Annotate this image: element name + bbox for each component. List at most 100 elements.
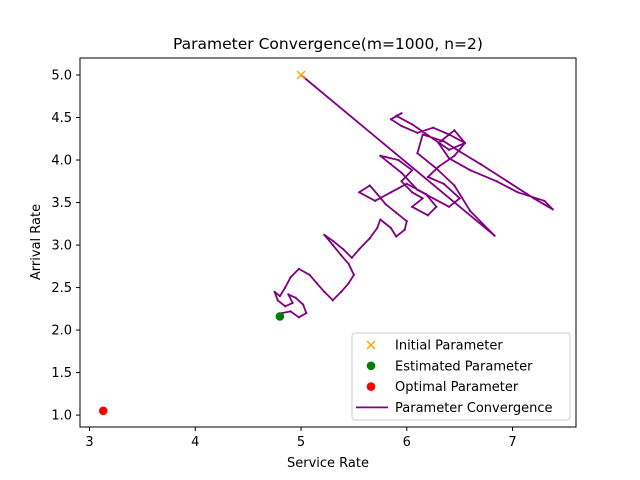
convergence-point	[276, 299, 279, 302]
legend-box	[351, 332, 571, 421]
convergence-point	[442, 140, 445, 143]
convergence-point	[389, 118, 393, 121]
convergence-point	[416, 188, 419, 191]
convergence-point	[506, 180, 509, 183]
convergence-point	[347, 282, 350, 285]
convergence-point	[432, 126, 435, 129]
convergence-point	[421, 133, 424, 136]
convergence-point	[358, 191, 361, 194]
convergence-point	[284, 305, 287, 308]
convergence-point	[284, 286, 287, 289]
convergence-point	[416, 131, 419, 134]
convergence-point	[437, 141, 440, 145]
convergence-point	[308, 273, 311, 276]
convergence-point	[297, 267, 301, 270]
convergence-point	[469, 209, 472, 213]
convergence-point	[435, 167, 438, 170]
legend-initial-parameter-label: Initial Parameter	[395, 339, 503, 354]
convergence-point	[389, 163, 393, 166]
y-tick-label: 4.5	[51, 111, 72, 126]
convergence-point	[405, 182, 408, 185]
convergence-point	[331, 299, 334, 302]
chart-title: Parameter Convergence(m=1000, n=2)	[173, 35, 483, 53]
y-tick-label: 5.0	[51, 69, 72, 84]
legend-parameter-convergence-label: Parameter Convergence	[395, 401, 552, 416]
convergence-point	[442, 182, 445, 185]
convergence-point	[410, 169, 414, 172]
x-tick-label: 6	[403, 435, 411, 450]
axes-frame	[79, 57, 577, 428]
x-marker-stroke	[296, 70, 306, 80]
convergence-point	[458, 150, 461, 153]
convergence-point	[340, 254, 343, 257]
convergence-point	[297, 316, 301, 319]
convergence-point	[389, 226, 393, 230]
convergence-point	[302, 303, 305, 306]
convergence-point	[543, 199, 546, 202]
convergence-point	[289, 276, 292, 279]
convergence-point	[421, 197, 424, 200]
convergence-point	[516, 191, 519, 194]
convergence-point	[495, 180, 498, 183]
convergence-point	[379, 154, 382, 157]
convergence-point	[376, 226, 379, 230]
convergence-point	[395, 211, 398, 214]
y-tick-label: 4.0	[51, 154, 72, 169]
estimated-parameter-marker	[275, 312, 285, 321]
initial-parameter-marker	[296, 70, 306, 80]
convergence-point	[447, 148, 451, 151]
convergence-point	[273, 290, 276, 293]
convergence-point	[331, 243, 334, 247]
convergence-point	[305, 311, 308, 315]
convergence-point	[432, 197, 435, 200]
x-marker-stroke	[366, 340, 376, 350]
convergence-point	[435, 205, 438, 208]
convergence-point	[426, 175, 430, 179]
convergence-point	[479, 163, 482, 166]
convergence-point	[458, 197, 461, 200]
x-tick-label: 3	[85, 435, 93, 450]
optimal-parameter-marker	[98, 406, 108, 416]
convergence-point	[287, 293, 290, 296]
convergence-point	[289, 310, 292, 313]
convergence-point	[368, 184, 371, 187]
x-axis-label: Service Rate	[287, 456, 369, 471]
convergence-point	[447, 157, 451, 160]
convergence-point	[376, 192, 379, 196]
convergence-point	[453, 154, 456, 157]
convergence-point	[453, 184, 456, 187]
convergence-point	[368, 237, 371, 240]
convergence-point	[379, 218, 382, 221]
convergence-point	[397, 158, 400, 162]
convergence-point	[342, 248, 345, 251]
y-tick-label: 3.5	[51, 196, 72, 211]
convergence-point	[463, 141, 467, 145]
convergence-point	[400, 124, 403, 128]
convergence-point	[315, 282, 318, 285]
convergence-point	[410, 123, 414, 126]
convergence-point	[403, 228, 406, 231]
convergence-point	[350, 256, 353, 259]
convergence-point	[493, 234, 496, 237]
convergence-point	[416, 152, 419, 155]
convergence-point	[447, 133, 451, 136]
y-tick-label: 1.5	[51, 366, 72, 381]
axis-ticks: 3 4 5 6 7 1.0 1.5 2.0 2.5 3.0 3.5 4.0 4.5 5.0	[51, 69, 516, 450]
y-tick-label: 2.0	[51, 324, 72, 339]
x-tick-label: 5	[297, 435, 305, 450]
convergence-point	[291, 301, 294, 304]
convergence-point	[410, 205, 414, 208]
convergence-point	[453, 129, 456, 132]
convergence-point	[426, 214, 430, 217]
convergence-point	[400, 171, 403, 174]
convergence-point	[323, 233, 326, 236]
plot-area	[98, 70, 554, 416]
convergence-point	[405, 220, 408, 223]
convergence-point	[373, 199, 377, 202]
convergence-point	[389, 191, 393, 194]
convergence-point	[447, 205, 451, 208]
convergence-point	[410, 191, 414, 194]
convergence-point	[340, 290, 343, 293]
convergence-point	[437, 165, 440, 168]
